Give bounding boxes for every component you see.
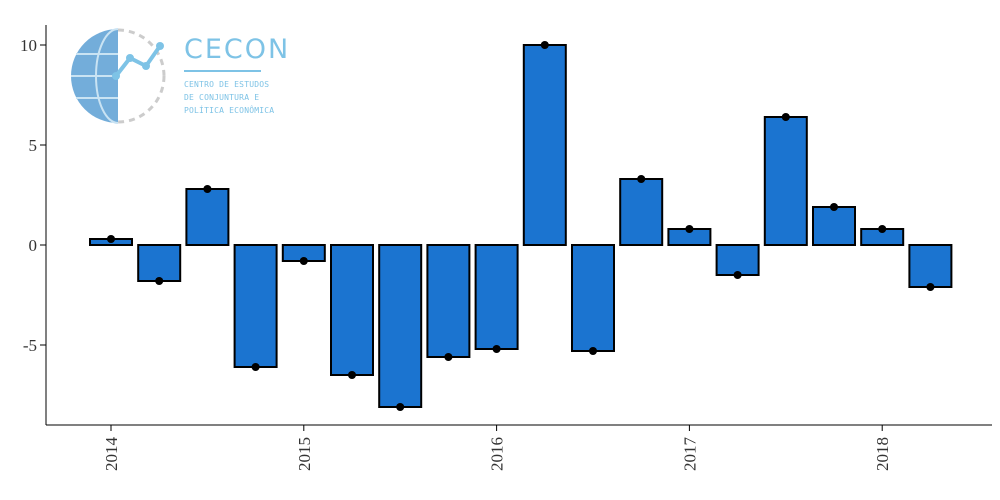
y-ticks-group: -5 0 5 10 xyxy=(20,36,46,355)
bar xyxy=(763,116,808,246)
x-tick-label: 2017 xyxy=(680,437,699,472)
data-point xyxy=(107,235,115,243)
cecon-logo: CECON CENTRO DE ESTUDOS DE CONJUNTURA E … xyxy=(64,26,288,130)
y-tick-label: 5 xyxy=(29,136,38,155)
data-point xyxy=(540,41,549,49)
x-tick-label: 2016 xyxy=(488,437,507,471)
y-tick-label: 10 xyxy=(20,36,37,55)
x-tick-label: 2018 xyxy=(873,437,892,471)
globe-chart-icon xyxy=(71,28,166,124)
bar xyxy=(571,244,615,352)
data-point xyxy=(733,271,742,279)
data-point xyxy=(781,113,790,121)
data-point xyxy=(444,353,453,361)
data-point xyxy=(155,277,164,285)
x-tick-label: 2014 xyxy=(102,437,121,472)
bar xyxy=(426,244,471,358)
logo-title: CECON xyxy=(184,34,291,65)
data-point xyxy=(203,185,212,193)
data-point xyxy=(878,225,887,233)
bar xyxy=(812,206,856,246)
data-point xyxy=(637,175,646,183)
data-point xyxy=(492,345,501,353)
axes-group xyxy=(45,25,992,426)
data-point xyxy=(251,363,260,371)
y-tick-label: 0 xyxy=(29,236,38,255)
bar xyxy=(185,188,230,246)
data-point xyxy=(830,203,838,211)
bar xyxy=(522,44,567,246)
x-tick-label: 2015 xyxy=(295,437,314,471)
data-point xyxy=(685,225,694,233)
bar xyxy=(137,244,182,282)
logo-subtitle-line-2: DE CONJUNTURA E xyxy=(184,93,260,102)
bar xyxy=(378,244,423,408)
x-ticks-group: 2014 2015 2016 2017 2018 xyxy=(102,425,892,471)
bar xyxy=(330,244,374,376)
data-point xyxy=(589,347,597,355)
logo-divider xyxy=(184,70,261,72)
data-point xyxy=(348,371,356,379)
bar xyxy=(233,244,278,368)
bar xyxy=(474,244,519,350)
logo-subtitle-line-3: POLÍTICA ECONÔMICA xyxy=(184,106,275,115)
data-point xyxy=(926,283,935,291)
data-point xyxy=(299,257,308,265)
bar xyxy=(619,178,664,246)
y-tick-label: -5 xyxy=(23,336,37,355)
bar xyxy=(715,244,760,276)
bar xyxy=(908,244,953,288)
logo-subtitle-line-1: CENTRO DE ESTUDOS xyxy=(184,80,270,89)
data-point xyxy=(396,403,405,411)
points-group xyxy=(107,41,935,411)
